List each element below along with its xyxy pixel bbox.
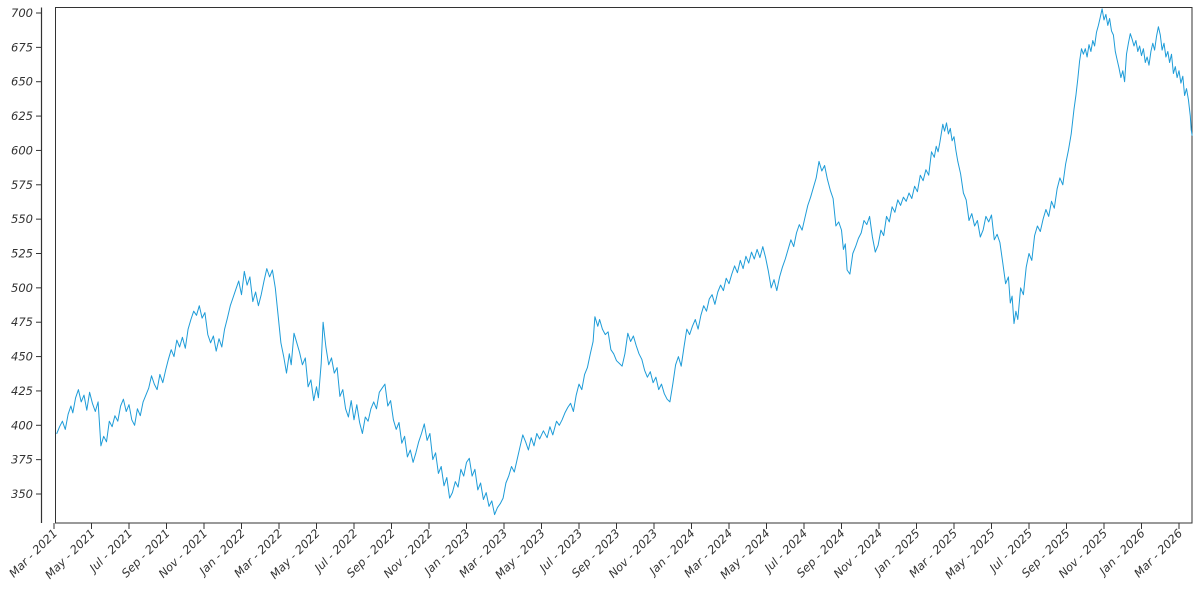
y-tick-label: 700 [11,6,33,20]
plot-border [55,7,1193,524]
y-tick-label: 425 [11,384,33,398]
y-tick-label: 650 [11,75,33,89]
y-tick-label: 525 [11,247,33,261]
y-tick-label: 400 [11,418,33,432]
y-tick-label: 450 [11,350,33,364]
y-tick-label: 375 [11,453,33,467]
plot-area-border [55,7,1193,524]
y-tick-label: 625 [11,109,33,123]
y-tick-label: 575 [11,178,33,192]
y-tick-label: 550 [11,212,33,226]
y-tick-label: 675 [11,40,33,54]
y-tick-label: 600 [11,143,33,157]
price-line [56,8,1193,516]
y-tick-label: 350 [11,487,33,501]
y-axis: 350 375 400 425 450 475 500 525 550 575 600 625 650 6… [11,6,43,523]
price-line-series [56,8,1193,516]
y-tick-label: 500 [11,281,33,295]
y-tick-label: 475 [11,315,33,329]
